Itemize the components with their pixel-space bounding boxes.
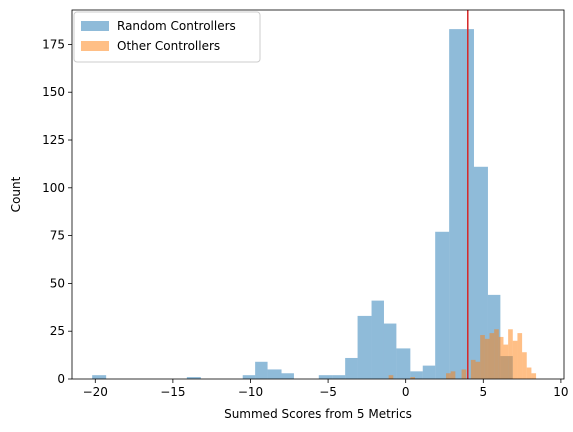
y-tick-label-4: 100: [42, 181, 65, 195]
random-bar-3: [255, 361, 268, 379]
y-tick-label-1: 25: [50, 324, 65, 338]
legend-label-other: Other Controllers: [117, 39, 220, 53]
y-tick-label-6: 150: [42, 85, 65, 99]
other-bar-15: [517, 333, 523, 379]
other-bar-12: [503, 344, 509, 379]
y-tick-label-2: 50: [50, 276, 65, 290]
other-bar-8: [484, 338, 490, 379]
other-bar-18: [531, 373, 537, 379]
other-bar-7: [480, 335, 485, 379]
y-tick-label-0: 0: [57, 372, 65, 386]
legend: Random Controllers Other Controllers: [73, 11, 261, 63]
other-bar-3: [450, 371, 456, 379]
legend-swatch-other: [81, 41, 109, 51]
x-tick-label-0: −20: [83, 385, 108, 399]
random-bar-7: [332, 375, 346, 379]
other-bar-2: [446, 373, 451, 379]
other-bar-6: [475, 361, 481, 379]
x-tick-label-5: 5: [479, 385, 487, 399]
x-axis-label: Summed Scores from 5 Metrics: [224, 407, 412, 421]
y-tick-label-7: 175: [42, 37, 65, 51]
legend-swatch-random: [81, 21, 109, 31]
legend-label-random: Random Controllers: [117, 19, 236, 33]
legend-box: [73, 11, 261, 63]
other-bar-4: [461, 369, 467, 379]
x-tick-label-6: 10: [553, 385, 568, 399]
other-bar-10: [494, 329, 499, 379]
y-tick-label-3: 75: [50, 229, 65, 243]
x-axis-ticks: −20 −15 −10 −5 0 5 10: [83, 379, 569, 399]
series-other-controllers: [388, 329, 537, 379]
random-bar-16: [449, 29, 462, 380]
y-axis-ticks: 0 25 50 75 100 125 150 175: [42, 37, 72, 386]
other-bar-14: [512, 340, 518, 379]
x-tick-label-4: 0: [402, 385, 410, 399]
random-bar-0: [92, 375, 107, 379]
random-bar-10: [371, 300, 384, 379]
other-bar-16: [522, 352, 527, 379]
random-bar-5: [281, 373, 294, 379]
other-bar-11: [498, 336, 504, 379]
plot-frame: [71, 9, 565, 380]
other-bar-9: [489, 333, 495, 379]
random-bar-2: [242, 375, 256, 379]
other-bar-17: [526, 367, 532, 379]
x-tick-label-1: −15: [160, 385, 185, 399]
random-bar-15: [435, 231, 450, 379]
y-tick-label-5: 125: [42, 133, 65, 147]
random-bar-18: [473, 166, 488, 379]
x-tick-label-2: −10: [238, 385, 263, 399]
other-bar-0: [388, 375, 394, 379]
random-bar-12: [396, 348, 411, 379]
other-bar-1: [410, 377, 416, 379]
random-bar-6: [318, 375, 333, 379]
series-random-controllers: [92, 29, 513, 380]
random-bar-8: [345, 357, 358, 379]
random-bar-14: [422, 365, 436, 379]
other-bar-13: [508, 329, 513, 379]
random-bar-11: [383, 323, 397, 379]
y-axis-label: Count: [9, 176, 23, 212]
other-bar-5: [470, 359, 476, 379]
x-tick-label-3: −5: [319, 385, 337, 399]
random-bar-1: [186, 377, 201, 379]
random-bar-13: [410, 371, 423, 379]
random-bar-4: [267, 369, 282, 379]
random-bar-9: [357, 315, 372, 379]
